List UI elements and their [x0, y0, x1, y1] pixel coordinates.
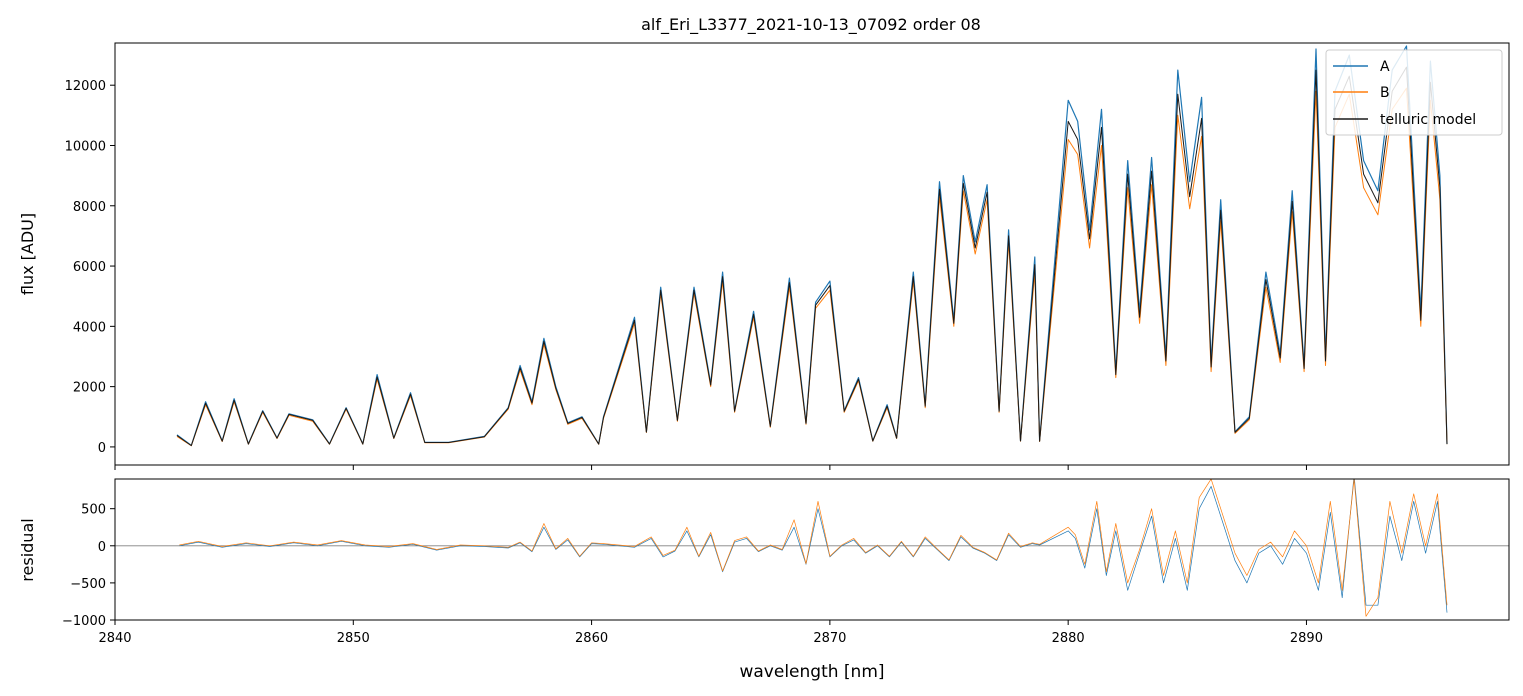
flux-series-group: [176, 45, 1448, 447]
y-tick-label: 0: [98, 540, 106, 555]
legend-box: [1325, 49, 1503, 136]
residual-x-ticks: 2840 2850 2860 2870 2880 2890: [98, 620, 1323, 646]
legend-label-telluric: telluric model: [1380, 112, 1476, 128]
y-tick-label: 0: [98, 441, 106, 456]
residual-y-axis-label: residual: [18, 518, 37, 581]
legend: A B telluric model: [1325, 49, 1503, 136]
x-tick-label: 2890: [1290, 631, 1323, 646]
y-tick-label: 10000: [65, 139, 106, 154]
legend-label-b: B: [1380, 85, 1390, 101]
chart-title: alf_Eri_L3377_2021-10-13_07092 order 08: [641, 15, 981, 35]
flux-y-ticks: 0 2000 4000 6000 8000 10000 12000: [65, 79, 115, 456]
y-tick-label: 4000: [73, 320, 106, 335]
residual-y-ticks: −1000 −500 0 500: [62, 503, 115, 629]
x-tick-label: 2860: [575, 631, 608, 646]
residual-series-group: [115, 479, 1509, 617]
flux-axes-frame: [114, 42, 1510, 466]
y-tick-label: 500: [81, 503, 106, 518]
y-tick-label: 2000: [73, 381, 106, 396]
y-tick-label: −500: [70, 577, 106, 592]
legend-label-a: A: [1380, 59, 1390, 75]
x-tick-label: 2850: [337, 631, 370, 646]
y-tick-label: 6000: [73, 260, 106, 275]
residual-panel: 2840 2850 2860 2870 2880 2890 −1000 −500 0 500 r…: [18, 478, 1510, 682]
x-tick-label: 2880: [1052, 631, 1085, 646]
series-line-a: [176, 45, 1448, 446]
flux-panel: 0 2000 4000 6000 8000 10000 12000 flux [ADU] A…: [18, 42, 1510, 470]
series-line-b: [179, 479, 1448, 617]
flux-x-ticks: [114, 465, 1307, 470]
y-tick-label: 8000: [73, 200, 106, 215]
x-tick-label: 2870: [813, 631, 846, 646]
y-tick-label: −1000: [62, 614, 106, 629]
y-tick-label: 12000: [65, 79, 106, 94]
series-line-telluric-model: [176, 66, 1448, 447]
series-line-a: [179, 479, 1448, 613]
x-axis-label: wavelength [nm]: [739, 662, 884, 682]
flux-y-axis-label: flux [ADU]: [18, 213, 37, 295]
x-tick-label: 2840: [98, 631, 131, 646]
residual-axes-frame: [114, 478, 1510, 621]
